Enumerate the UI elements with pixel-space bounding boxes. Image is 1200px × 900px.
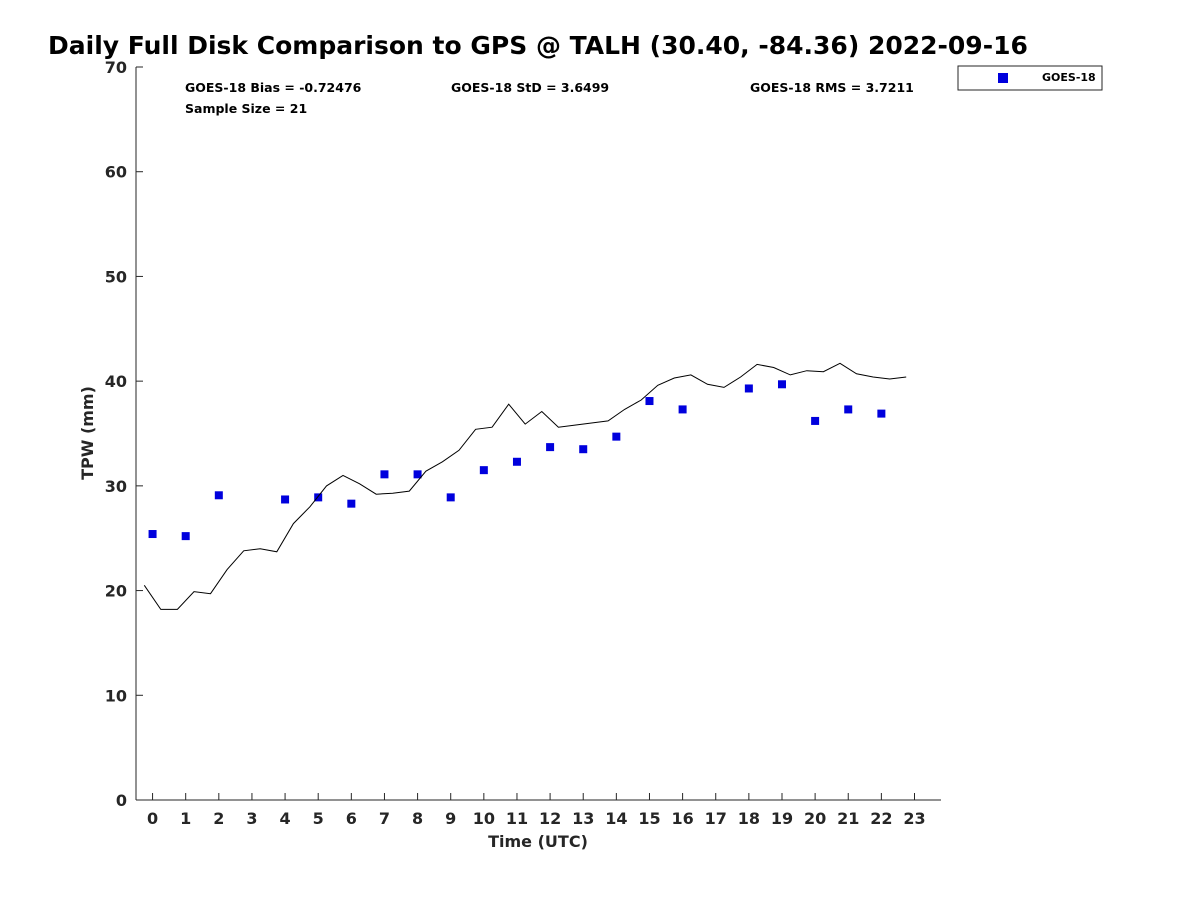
x-tick-label-5: 5 (313, 809, 324, 828)
x-tick-label-7: 7 (379, 809, 390, 828)
goes-18-point-19 (844, 405, 853, 414)
x-tick-label-0: 0 (147, 809, 158, 828)
y-tick-label-60: 60 (105, 163, 127, 182)
stat-rms: GOES-18 RMS = 3.7211 (750, 80, 914, 95)
goes-18-point-10 (512, 457, 521, 466)
goes-18-point-3 (281, 495, 290, 504)
x-tick-label-22: 22 (870, 809, 892, 828)
x-tick-label-19: 19 (771, 809, 793, 828)
plot-area (143, 362, 907, 610)
x-ticks: 0 1 2 3 4 5 6 7 8 9 10 11 12 13 14 15 16 17 18 19 20 21 22 23 (147, 793, 926, 828)
stat-bias: GOES-18 Bias = -0.72476 (185, 80, 362, 95)
goes-18-point-7 (413, 470, 422, 479)
goes-18-point-16 (744, 384, 753, 393)
y-tick-label-70: 70 (105, 58, 127, 77)
y-axis-label: TPW (mm) (78, 386, 97, 480)
goes-18-point-6 (380, 470, 389, 479)
y-tick-label-50: 50 (105, 267, 127, 286)
goes-18-point-5 (347, 499, 356, 508)
stat-std: GOES-18 StD = 3.6499 (451, 80, 609, 95)
x-tick-label-15: 15 (638, 809, 660, 828)
stat-sample-size: Sample Size = 21 (185, 101, 307, 116)
goes-18-point-15 (678, 405, 687, 414)
goes-18-point-20 (877, 409, 886, 418)
goes-18-point-14 (645, 397, 654, 406)
x-tick-label-6: 6 (346, 809, 357, 828)
goes-18-point-0 (148, 530, 157, 539)
x-tick-label-23: 23 (903, 809, 925, 828)
x-tick-label-12: 12 (539, 809, 561, 828)
x-tick-label-18: 18 (738, 809, 760, 828)
y-tick-label-30: 30 (105, 477, 127, 496)
x-tick-label-10: 10 (473, 809, 495, 828)
goes-18-point-18 (811, 416, 820, 425)
legend-label-goes-18: GOES-18 (1042, 71, 1096, 84)
x-tick-label-4: 4 (280, 809, 291, 828)
x-tick-label-3: 3 (246, 809, 257, 828)
x-tick-label-17: 17 (705, 809, 727, 828)
goes-18-point-2 (214, 491, 223, 500)
x-tick-label-16: 16 (671, 809, 693, 828)
x-tick-label-13: 13 (572, 809, 594, 828)
goes-18-point-1 (181, 532, 190, 541)
goes-18-point-4 (314, 493, 323, 502)
x-tick-label-20: 20 (804, 809, 826, 828)
legend-box (957, 65, 1103, 91)
x-tick-label-14: 14 (605, 809, 627, 828)
goes-18-point-13 (612, 432, 621, 441)
legend-marker-goes-18 (998, 73, 1008, 83)
y-tick-label-10: 10 (105, 686, 127, 705)
y-tick-label-20: 20 (105, 582, 127, 601)
y-tick-label-0: 0 (116, 791, 127, 810)
series-line-gps (143, 362, 907, 610)
goes-18-point-11 (546, 443, 555, 452)
x-tick-label-9: 9 (445, 809, 456, 828)
x-axis-label: Time (UTC) (488, 832, 588, 851)
x-tick-label-8: 8 (412, 809, 423, 828)
x-tick-label-11: 11 (506, 809, 528, 828)
axes (135, 67, 941, 801)
chart-title: Daily Full Disk Comparison to GPS @ TALH… (48, 31, 1028, 60)
goes-18-point-12 (579, 445, 588, 454)
y-tick-label-40: 40 (105, 372, 127, 391)
goes-18-point-8 (446, 493, 455, 502)
x-tick-label-21: 21 (837, 809, 859, 828)
goes-18-point-17 (777, 380, 786, 389)
goes-18-point-9 (479, 466, 488, 475)
x-tick-label-1: 1 (180, 809, 191, 828)
y-ticks: 0 10 20 30 40 50 60 70 (105, 58, 143, 810)
x-tick-label-2: 2 (213, 809, 224, 828)
legend: GOES-18 (957, 65, 1103, 91)
